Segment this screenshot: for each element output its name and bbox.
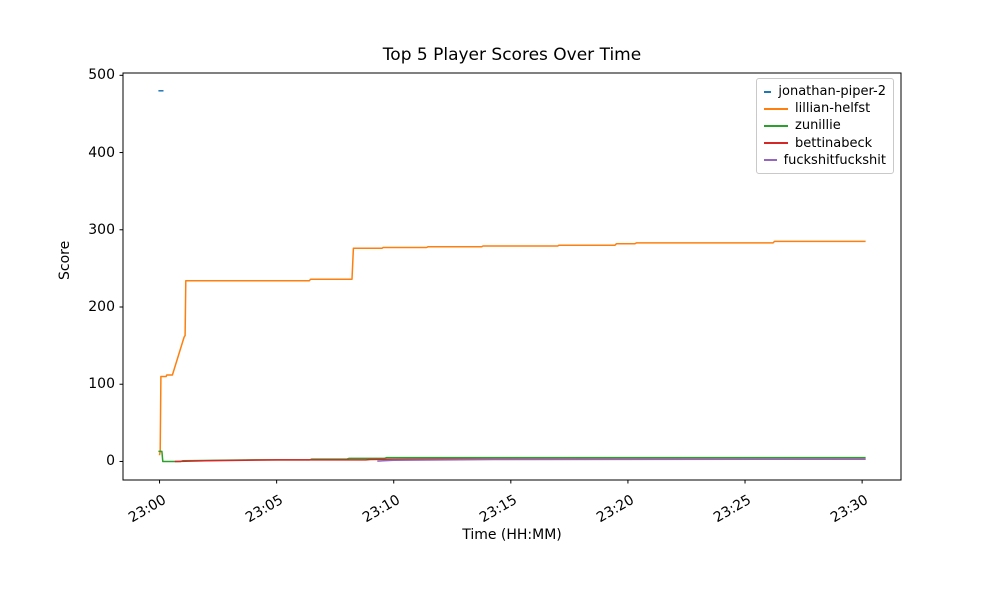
legend-swatch-jonathan-piper-2 bbox=[764, 90, 772, 93]
series-line-lillian-helfst bbox=[158, 240, 866, 456]
y-tick-label: 100 bbox=[88, 376, 115, 393]
y-tick-label: 200 bbox=[88, 299, 115, 315]
legend-swatch-fuckshitfuckshit bbox=[764, 159, 777, 162]
legend-label: lillian-helfst bbox=[795, 101, 871, 117]
y-tick-label: 400 bbox=[88, 144, 115, 161]
y-tick-label: 500 bbox=[88, 67, 115, 84]
legend-entry: bettinabeck bbox=[764, 136, 886, 151]
y-axis-label: Score bbox=[57, 240, 73, 280]
series-line-bettinabeck bbox=[174, 458, 866, 463]
legend-entry: lillian-helfst bbox=[764, 101, 886, 116]
chart-title: Top 5 Player Scores Over Time bbox=[382, 45, 642, 65]
legend-swatch-lillian-helfst bbox=[764, 107, 788, 110]
legend-entry: zunillie bbox=[764, 118, 886, 133]
legend-entry: fuckshitfuckshit bbox=[764, 153, 886, 168]
x-axis-label: Time (HH:MM) bbox=[462, 527, 562, 543]
legend-label: bettinabeck bbox=[795, 135, 873, 151]
legend-label: fuckshitfuckshit bbox=[783, 152, 886, 168]
y-tick-label: 0 bbox=[106, 453, 115, 470]
series-line-fuckshitfuckshit bbox=[377, 458, 866, 462]
legend: jonathan-piper-2 lillian-helfst zunillie be… bbox=[756, 78, 894, 174]
legend-label: jonathan-piper-2 bbox=[778, 84, 886, 100]
legend-swatch-bettinabeck bbox=[764, 142, 788, 145]
legend-entry: jonathan-piper-2 bbox=[764, 84, 886, 99]
legend-swatch-zunillie bbox=[764, 124, 788, 127]
y-tick-label: 300 bbox=[88, 221, 115, 238]
axes-frame bbox=[122, 72, 902, 481]
legend-label: zunillie bbox=[795, 118, 841, 134]
